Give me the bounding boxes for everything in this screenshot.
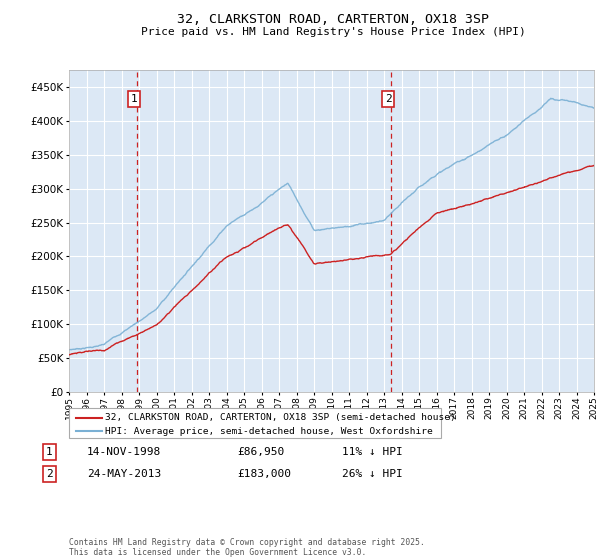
Text: 2: 2	[46, 469, 53, 479]
Text: £183,000: £183,000	[237, 469, 291, 479]
Text: 1: 1	[131, 94, 137, 104]
Text: Contains HM Land Registry data © Crown copyright and database right 2025.
This d: Contains HM Land Registry data © Crown c…	[69, 538, 425, 557]
Text: 14-NOV-1998: 14-NOV-1998	[87, 447, 161, 457]
Text: 1: 1	[46, 447, 53, 457]
Text: Price paid vs. HM Land Registry's House Price Index (HPI): Price paid vs. HM Land Registry's House …	[140, 27, 526, 37]
Text: 2: 2	[385, 94, 391, 104]
Text: 11% ↓ HPI: 11% ↓ HPI	[342, 447, 403, 457]
Text: 32, CLARKSTON ROAD, CARTERTON, OX18 3SP (semi-detached house): 32, CLARKSTON ROAD, CARTERTON, OX18 3SP …	[105, 413, 456, 422]
Text: HPI: Average price, semi-detached house, West Oxfordshire: HPI: Average price, semi-detached house,…	[105, 427, 433, 436]
Text: 32, CLARKSTON ROAD, CARTERTON, OX18 3SP: 32, CLARKSTON ROAD, CARTERTON, OX18 3SP	[177, 13, 489, 26]
Text: 24-MAY-2013: 24-MAY-2013	[87, 469, 161, 479]
Text: £86,950: £86,950	[237, 447, 284, 457]
Text: 26% ↓ HPI: 26% ↓ HPI	[342, 469, 403, 479]
